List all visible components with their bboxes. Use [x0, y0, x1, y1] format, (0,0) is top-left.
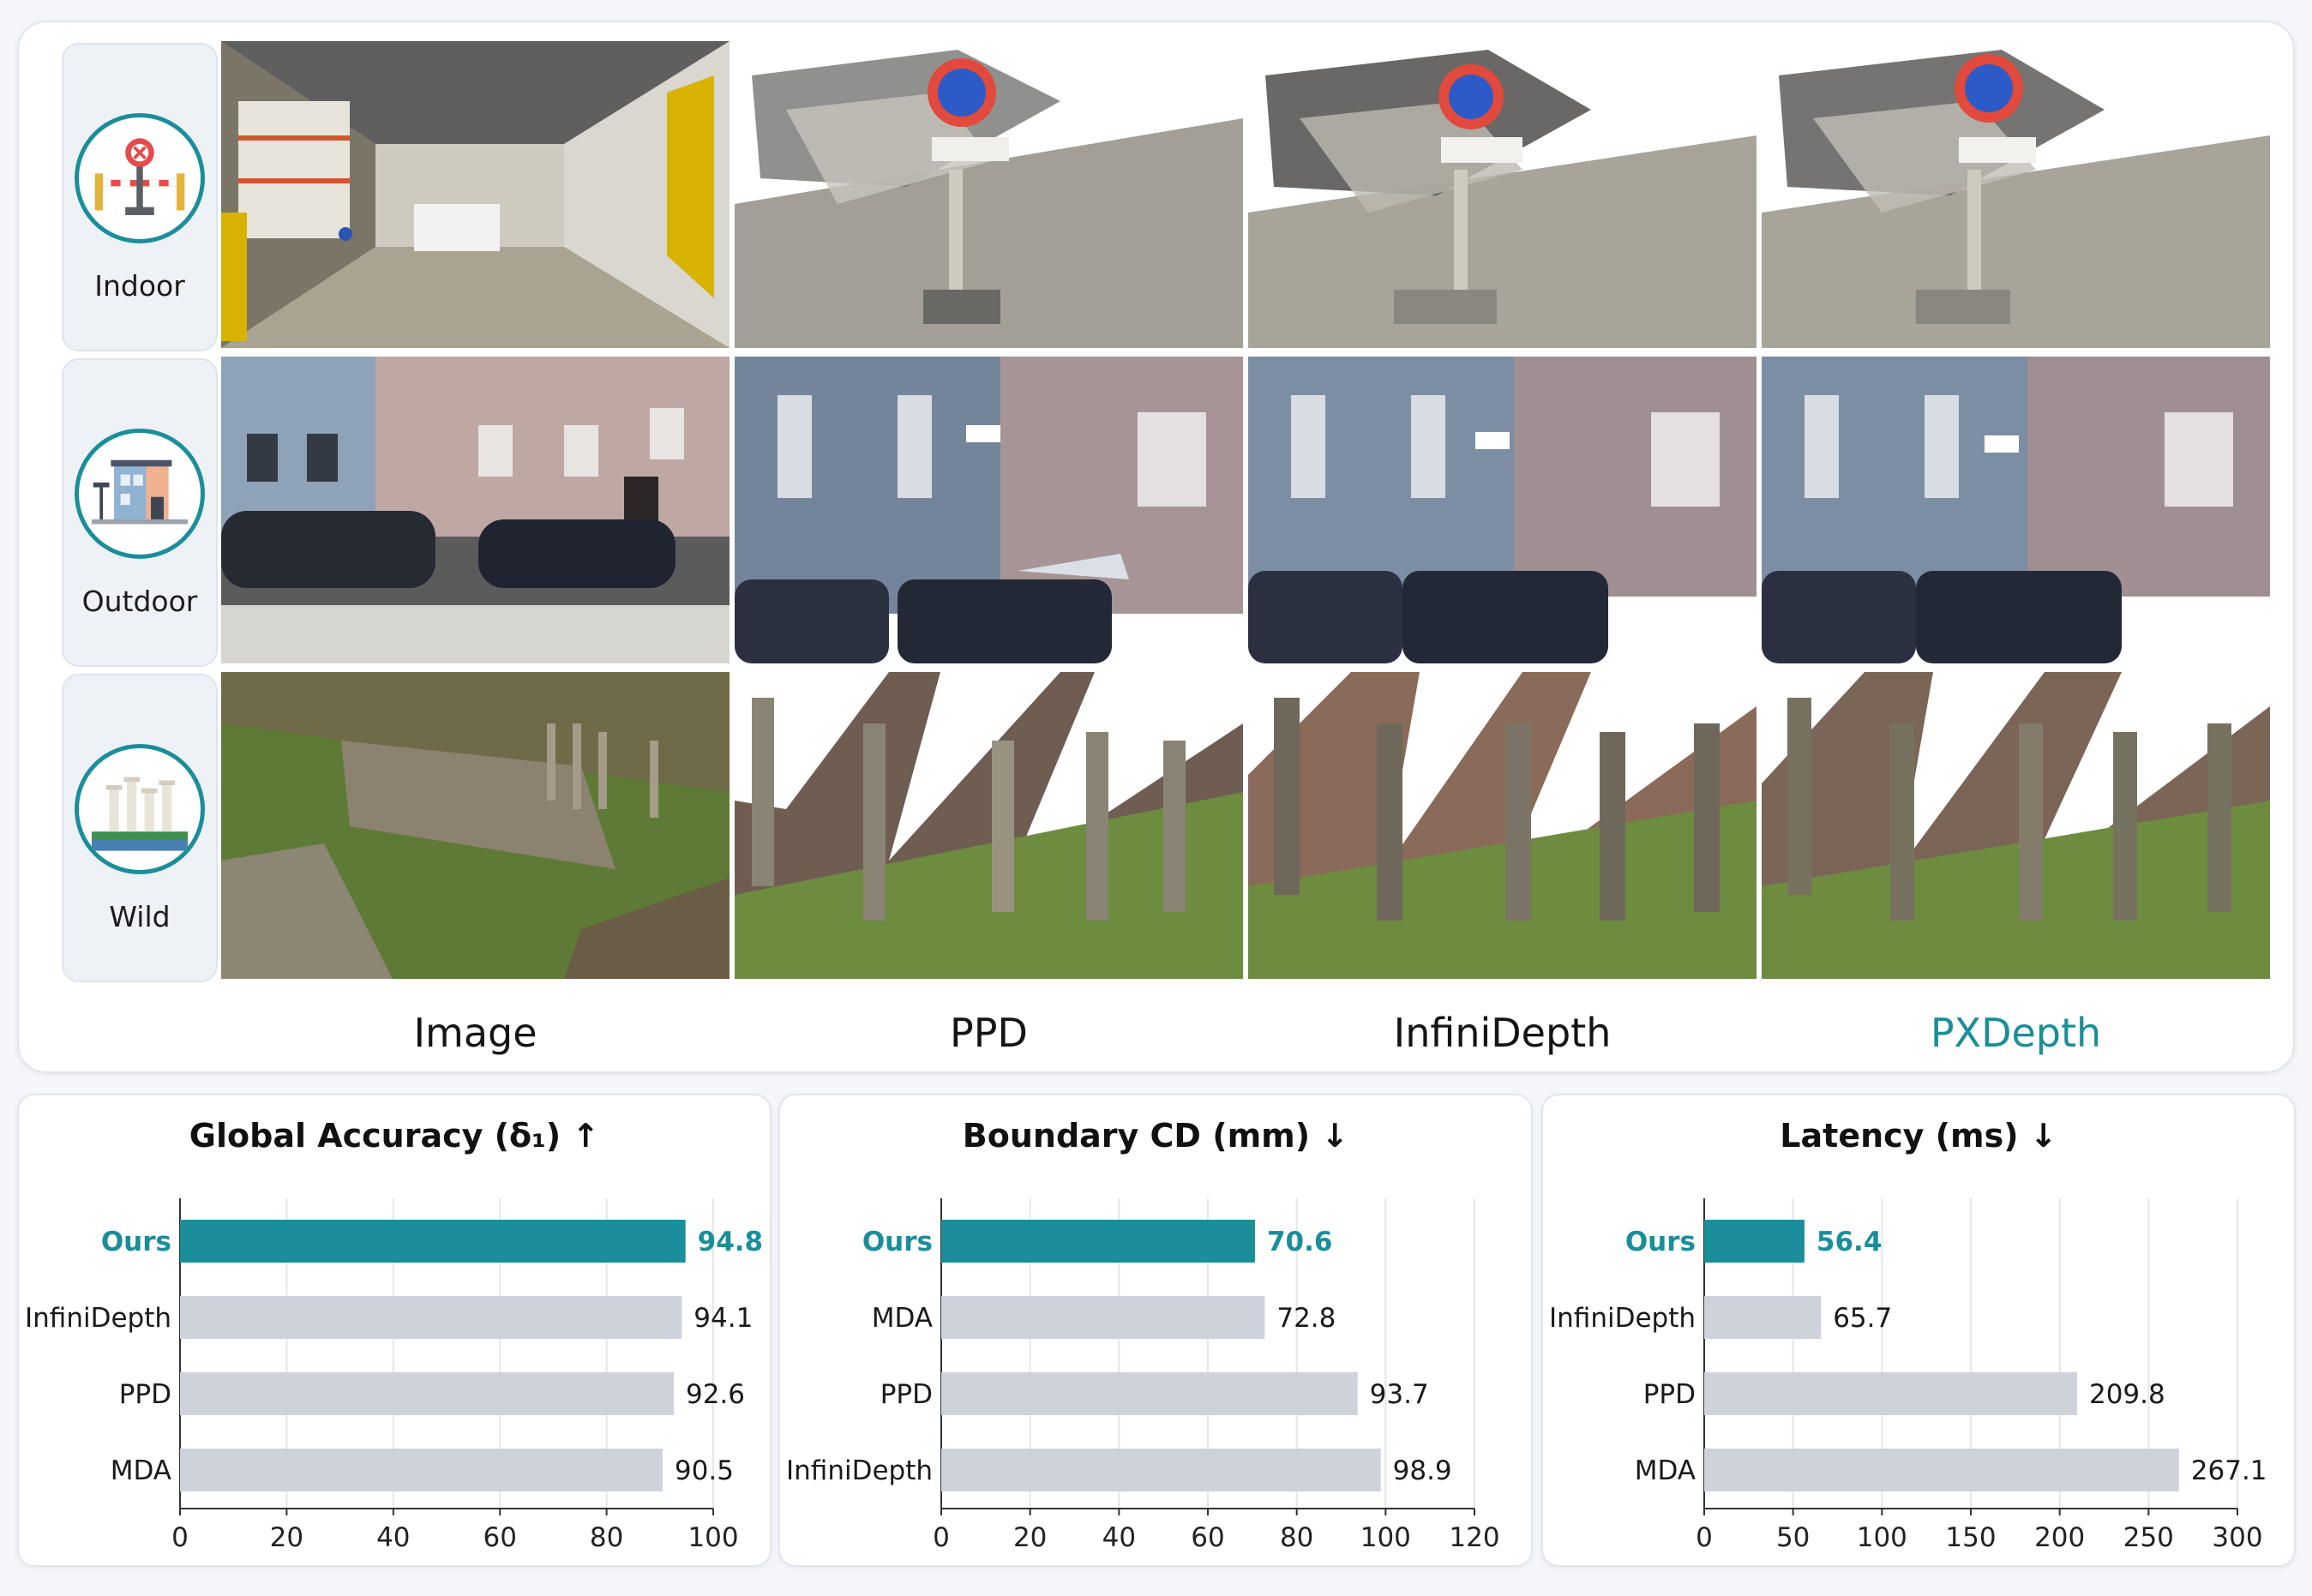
category-label-mda: MDA [1635, 1455, 1696, 1486]
tick-label: 60 [483, 1522, 516, 1553]
tick-label: 0 [171, 1522, 189, 1553]
value-label-mda: 72.8 [1276, 1303, 1336, 1334]
chart-panel-boundary-cd: Boundary CD (mm) ↓ 0 20 40 60 80 100 120 Ours 70.… [778, 1094, 1533, 1567]
category-label-infinidepth: InfiniDepth [1549, 1303, 1696, 1334]
category-label-ppd: PPD [880, 1379, 933, 1410]
column-label-infinidepth: InfiniDepth [1393, 1010, 1612, 1056]
chart-latency: Latency (ms) ↓ 0 50 100 150 200 250 300 Ours 56.4… [1549, 1117, 2267, 1553]
chart-global-accuracy: Global Accuracy (δ₁) ↑ 0 20 40 60 80 100 Ours 94… [25, 1117, 764, 1553]
value-label-mda: 267.1 [2191, 1455, 2267, 1486]
wild-image [221, 672, 730, 979]
column-label-ppd: PPD [950, 1010, 1028, 1056]
value-label-infinidepth: 98.9 [1393, 1455, 1452, 1486]
tick-label: 0 [933, 1522, 950, 1553]
outdoor-image [221, 357, 730, 663]
bar-infinidepth [1704, 1296, 1822, 1339]
row-label-outdoor: Outdoor [81, 585, 198, 618]
chart-boundary-cd: Boundary CD (mm) ↓ 0 20 40 60 80 100 120 Ours 70.… [786, 1117, 1500, 1553]
row-card-wild: Wild [62, 674, 218, 982]
value-label-ppd: 93.7 [1370, 1379, 1429, 1410]
tick-label: 250 [2123, 1522, 2174, 1553]
bar-ours [180, 1220, 686, 1263]
value-label-ours: 94.8 [698, 1227, 764, 1257]
tick-label: 120 [1449, 1522, 1499, 1553]
tick-label: 40 [1102, 1522, 1136, 1553]
tick-label: 100 [1857, 1522, 1907, 1553]
tick-label: 80 [1280, 1522, 1313, 1553]
category-label-infinidepth: InfiniDepth [25, 1303, 171, 1334]
tick-label: 150 [1945, 1522, 1996, 1553]
tick-label: 100 [688, 1522, 738, 1553]
bar-mda [1704, 1449, 2179, 1491]
value-label-ppd: 209.8 [2089, 1379, 2165, 1410]
category-label-ppd: PPD [1643, 1379, 1696, 1410]
chart-title: Global Accuracy (δ₁) ↑ [189, 1117, 599, 1155]
bar-mda [180, 1449, 663, 1491]
column-label-pxdepth: PXDepth [1930, 1010, 2102, 1056]
chart-panel-latency: Latency (ms) ↓ 0 50 100 150 200 250 300 Ours 56.4… [1541, 1094, 2296, 1567]
tick-label: 300 [2212, 1522, 2262, 1553]
tick-label: 60 [1191, 1522, 1224, 1553]
chart-title: Boundary CD (mm) ↓ [963, 1117, 1348, 1155]
row-label-wild: Wild [109, 900, 171, 933]
tick-label: 20 [270, 1522, 303, 1553]
bar-ours [1704, 1220, 1805, 1263]
chart-title: Latency (ms) ↓ [1780, 1117, 2057, 1155]
row-card-indoor: Indoor [62, 43, 218, 351]
no-parking-sign-icon [75, 113, 205, 243]
bar-ppd [941, 1372, 1358, 1415]
bar-ppd [1704, 1372, 2077, 1415]
indoor-pxdepth [1762, 41, 2270, 348]
category-label-mda: MDA [111, 1455, 171, 1486]
row-card-outdoor: Outdoor [62, 358, 218, 667]
category-label-ours: Ours [1625, 1227, 1696, 1257]
category-label-ppd: PPD [119, 1379, 171, 1410]
outdoor-pxdepth [1762, 357, 2270, 663]
value-label-infinidepth: 65.7 [1833, 1303, 1892, 1334]
bar-infinidepth [180, 1296, 682, 1339]
category-label-mda: MDA [872, 1303, 933, 1334]
outdoor-infinidepth [1248, 357, 1757, 663]
chart-panel-global-accuracy: Global Accuracy (δ₁) ↑ 0 20 40 60 80 100 Ours 94… [17, 1094, 772, 1567]
tick-label: 100 [1360, 1522, 1411, 1553]
wild-infinidepth [1248, 672, 1757, 979]
bar-ours [941, 1220, 1255, 1263]
bar-infinidepth [941, 1449, 1381, 1491]
wild-pxdepth [1762, 672, 2270, 979]
bar-mda [941, 1296, 1265, 1339]
column-label-image: Image [413, 1010, 537, 1056]
value-label-mda: 90.5 [675, 1455, 734, 1486]
indoor-infinidepth [1248, 41, 1757, 348]
wild-ppd [735, 672, 1243, 979]
value-label-infinidepth: 94.1 [694, 1303, 753, 1334]
tick-label: 0 [1696, 1522, 1713, 1553]
tick-label: 20 [1013, 1522, 1047, 1553]
tick-label: 40 [376, 1522, 410, 1553]
category-label-ours: Ours [101, 1227, 171, 1257]
category-label-ours: Ours [862, 1227, 933, 1257]
value-label-ours: 56.4 [1817, 1227, 1883, 1257]
outdoor-ppd [735, 357, 1243, 663]
house-icon [75, 429, 205, 559]
columns-ruins-icon [75, 744, 205, 874]
tick-label: 50 [1776, 1522, 1810, 1553]
indoor-image [221, 41, 730, 348]
category-label-infinidepth: InfiniDepth [786, 1455, 933, 1486]
tick-label: 200 [2034, 1522, 2085, 1553]
value-label-ours: 70.6 [1267, 1227, 1333, 1257]
row-label-indoor: Indoor [94, 269, 185, 303]
tick-label: 80 [590, 1522, 623, 1553]
value-label-ppd: 92.6 [686, 1379, 745, 1410]
indoor-ppd [735, 41, 1243, 348]
bar-ppd [180, 1372, 674, 1415]
qualitative-panel: Indoor Outdoor [17, 21, 2295, 1073]
